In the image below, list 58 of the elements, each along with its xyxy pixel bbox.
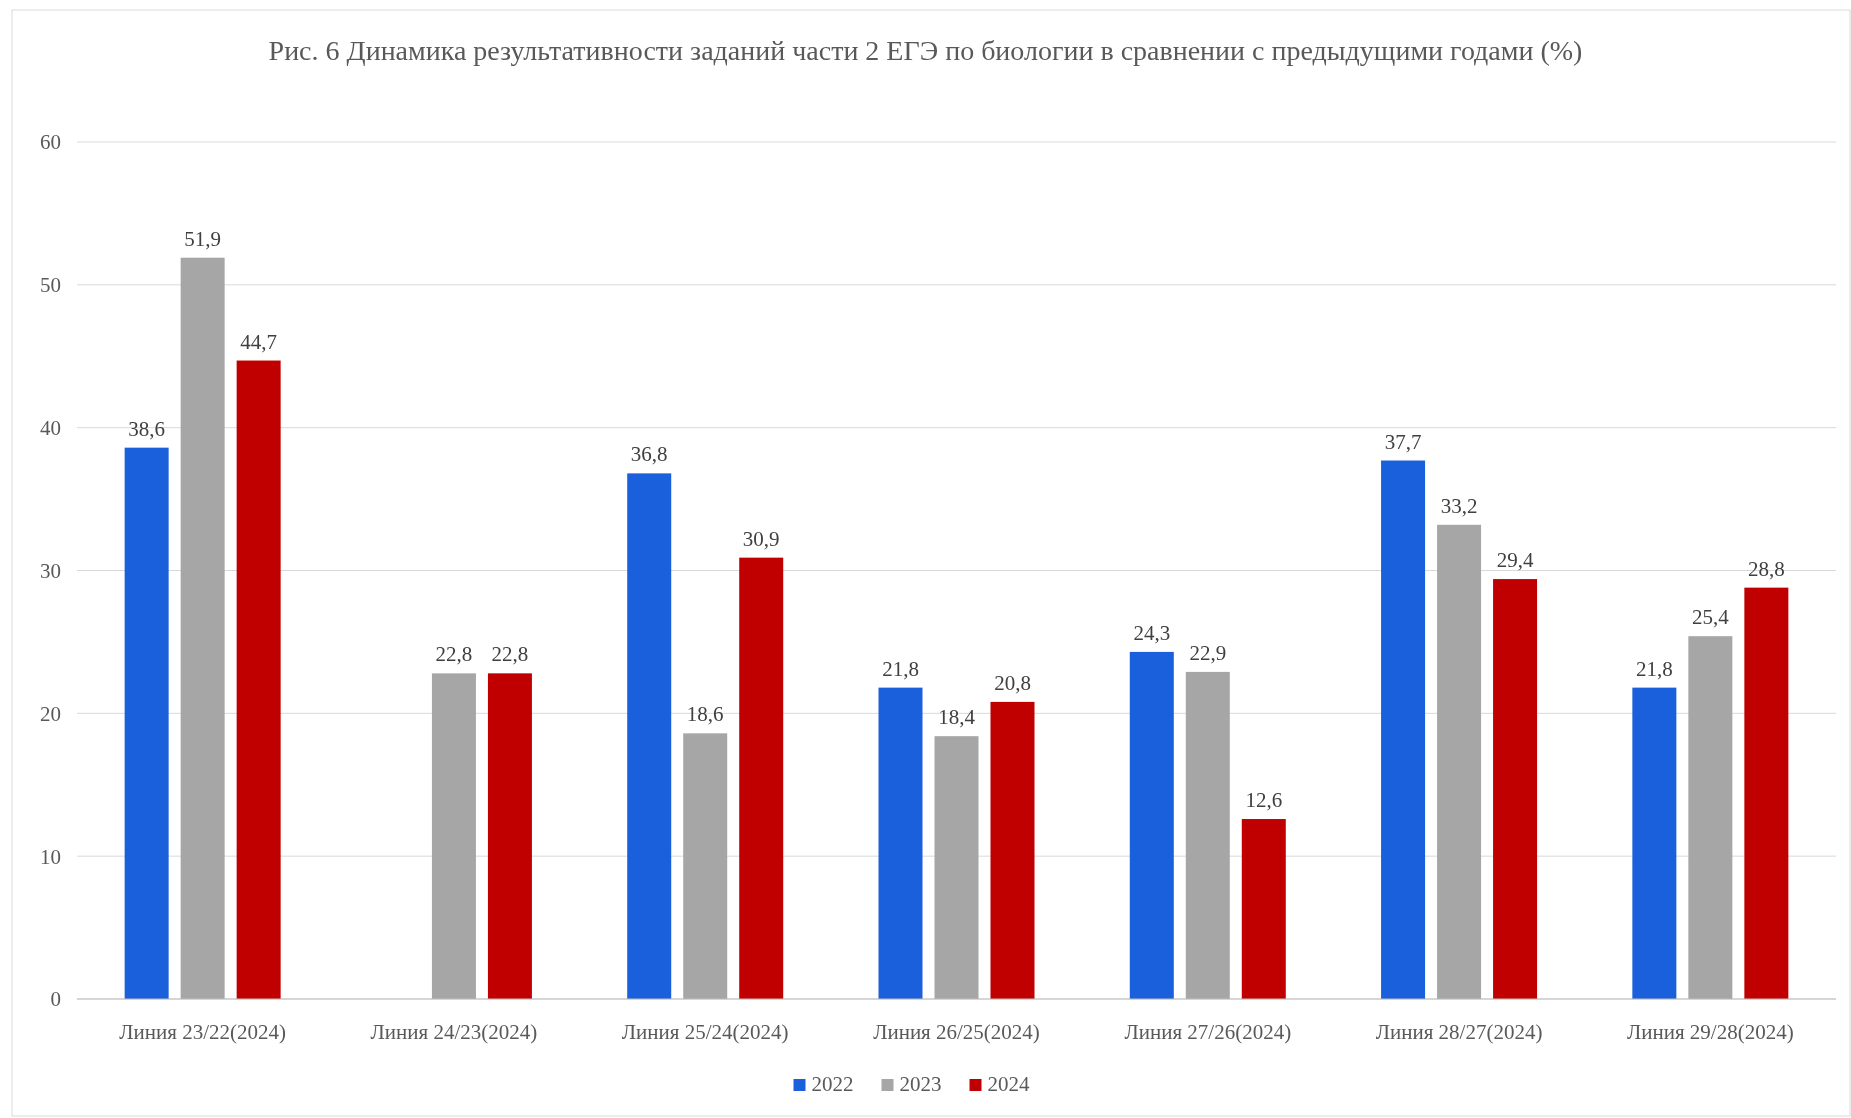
bar (236, 360, 281, 999)
bar (431, 673, 476, 999)
data-label: 22,9 (1189, 640, 1227, 665)
y-tick-label: 50 (40, 273, 61, 298)
data-label: 21,8 (882, 656, 919, 681)
bar (124, 447, 169, 999)
bar (934, 736, 979, 999)
data-label: 33,2 (1440, 493, 1478, 518)
data-label: 22,8 (435, 642, 473, 667)
data-label: 29,4 (1496, 548, 1534, 573)
y-tick-label: 10 (40, 844, 61, 869)
bar (683, 733, 728, 999)
x-tick-label: Линия 25/24(2024) (621, 1020, 789, 1044)
bar (487, 673, 532, 999)
data-label: 44,7 (240, 329, 278, 354)
bar (627, 473, 672, 999)
x-tick-label: Линия 26/25(2024) (873, 1020, 1040, 1044)
data-label: 25,4 (1691, 605, 1730, 630)
y-tick-label: 0 (50, 987, 61, 1012)
y-tick-label: 20 (40, 701, 61, 726)
y-tick-label: 60 (40, 130, 61, 155)
data-label: 24,3 (1133, 620, 1171, 645)
bar (1129, 651, 1174, 999)
x-tick-label: Линия 24/23(2024) (370, 1020, 538, 1044)
x-tick-label: Линия 28/27(2024) (1375, 1020, 1543, 1044)
bar (1688, 636, 1733, 999)
x-tick-label: Линия 23/22(2024) (119, 1020, 286, 1044)
bar (990, 701, 1035, 999)
bar (1241, 819, 1286, 999)
data-label: 22,8 (491, 642, 529, 667)
data-label: 18,4 (938, 705, 976, 730)
data-label: 18,6 (686, 702, 724, 727)
data-label: 30,9 (742, 526, 780, 551)
bar (1381, 460, 1426, 999)
chart-title: Рис. 6 Динамика результативности заданий части 2 ЕГЭ по биологии в сравнении с предыдущими годами (%) (268, 35, 1583, 66)
bar (1744, 587, 1789, 999)
data-label: 20,8 (994, 670, 1031, 695)
data-label: 12,6 (1245, 788, 1283, 813)
legend-label: 2024 (987, 1072, 1030, 1096)
bar (1437, 524, 1482, 999)
bar (1493, 579, 1538, 999)
data-label: 37,7 (1384, 429, 1422, 454)
bar (878, 687, 923, 999)
data-label: 36,8 (630, 442, 668, 467)
y-tick-label: 30 (40, 558, 61, 583)
data-label: 38,6 (128, 416, 166, 441)
legend-label: 2023 (899, 1072, 942, 1096)
data-label: 51,9 (184, 226, 222, 251)
y-tick-label: 40 (40, 416, 61, 441)
data-label: 28,8 (1747, 556, 1785, 581)
x-tick-label: Линия 27/26(2024) (1124, 1020, 1292, 1044)
bar (1632, 687, 1677, 999)
x-tick-label: Линия 29/28(2024) (1627, 1020, 1794, 1044)
data-label: 21,8 (1635, 656, 1673, 681)
bar (180, 257, 225, 999)
bar (739, 557, 784, 999)
legend-label: 2022 (811, 1072, 854, 1096)
bar (1185, 671, 1230, 999)
